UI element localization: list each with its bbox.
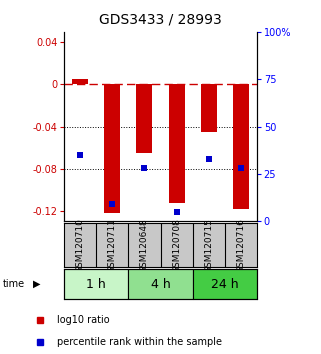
- Bar: [193, 269, 257, 299]
- Text: time: time: [3, 279, 25, 289]
- Bar: [72, 79, 88, 85]
- Text: 1 h: 1 h: [86, 278, 106, 291]
- Bar: [128, 269, 193, 299]
- Text: ▶: ▶: [33, 279, 41, 289]
- Text: percentile rank within the sample: percentile rank within the sample: [57, 337, 222, 348]
- Bar: [136, 85, 152, 153]
- Point: [78, 152, 83, 158]
- Text: 4 h: 4 h: [151, 278, 170, 291]
- Text: log10 ratio: log10 ratio: [57, 315, 110, 325]
- Text: GDS3433 / 28993: GDS3433 / 28993: [99, 12, 222, 27]
- Text: GSM120710: GSM120710: [76, 218, 85, 273]
- Point: [110, 201, 115, 207]
- Bar: [233, 85, 249, 209]
- Text: GSM120716: GSM120716: [236, 218, 245, 273]
- Bar: [201, 85, 217, 132]
- Bar: [104, 85, 120, 213]
- Text: GSM120715: GSM120715: [204, 218, 213, 273]
- Point: [142, 165, 147, 171]
- Point: [206, 156, 211, 161]
- Text: 24 h: 24 h: [211, 278, 239, 291]
- Text: GSM120708: GSM120708: [172, 218, 181, 273]
- Bar: [64, 269, 128, 299]
- Text: GSM120711: GSM120711: [108, 218, 117, 273]
- Text: GSM120648: GSM120648: [140, 218, 149, 273]
- Point: [238, 165, 243, 171]
- Bar: [169, 85, 185, 203]
- Point: [174, 209, 179, 215]
